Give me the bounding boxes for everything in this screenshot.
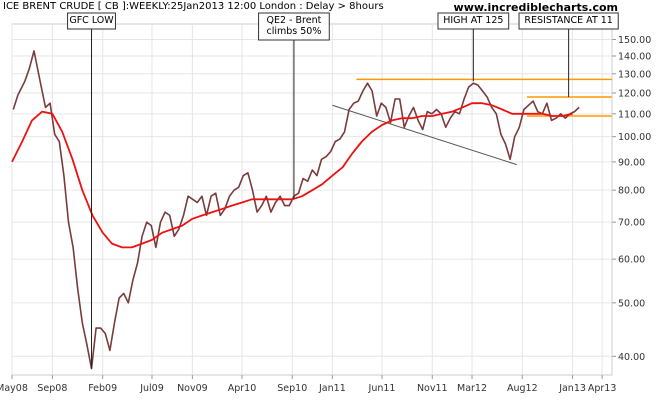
series-layer	[11, 50, 580, 370]
x-tick-label: Apr13	[588, 383, 617, 394]
x-tick-label: Jul09	[139, 383, 164, 394]
trend-line	[332, 104, 517, 166]
y-tick-label: 130.00	[618, 69, 651, 80]
x-tick-label: Mar12	[457, 383, 487, 394]
annotation-box	[67, 12, 116, 30]
y-tick-label: 60.00	[618, 255, 645, 266]
annotation-label: QE2 - Brent	[267, 15, 322, 26]
x-tick-label: Apr10	[228, 383, 257, 394]
x-tick-label: Nov09	[177, 383, 208, 394]
grid	[11, 23, 613, 376]
annotation-box	[518, 12, 619, 30]
x-tick-label: Jan11	[318, 383, 346, 394]
site-watermark: www.incrediblecharts.com	[453, 1, 618, 14]
chart-header-title: ICE BRENT CRUDE [ CB ]:WEEKLY:25Jan2013 …	[3, 1, 384, 12]
x-tick-label: Jan13	[558, 383, 586, 394]
annotation-box	[437, 12, 510, 30]
annotation-label: HIGH AT 125	[443, 15, 503, 26]
y-tick-label: 100.00	[618, 132, 651, 143]
annotation-label: climbs 50%	[266, 26, 321, 37]
y-tick-label: 80.00	[618, 186, 645, 197]
moving-average-line	[11, 102, 573, 249]
axes: 40.00 50.00 60.00 70.00 80.00 90.00 100.00 110.…	[0, 35, 651, 394]
y-tick-label: 70.00	[618, 218, 645, 229]
y-tick-label: 150.00	[618, 35, 651, 46]
y-tick-label: 110.00	[618, 109, 651, 120]
x-tick-label: May08	[0, 383, 28, 394]
x-tick-label: Jun11	[368, 383, 396, 394]
y-tick-label: 120.00	[618, 88, 651, 99]
x-tick-label: Sep08	[37, 383, 67, 394]
x-tick-label: Sep10	[277, 383, 307, 394]
price-line	[12, 50, 580, 370]
y-tick-label: 90.00	[618, 157, 645, 168]
x-tick-label: Feb09	[88, 383, 117, 394]
y-tick-label: 40.00	[618, 352, 645, 363]
annotation-label: GFC LOW	[69, 15, 114, 26]
annotation-box	[258, 12, 330, 41]
x-tick-label: Aug12	[507, 383, 538, 394]
y-tick-label: 50.00	[618, 298, 645, 309]
y-tick-label: 140.00	[618, 52, 651, 63]
annotation-label: RESISTANCE AT 11	[524, 15, 612, 26]
x-tick-label: Nov11	[417, 383, 448, 394]
